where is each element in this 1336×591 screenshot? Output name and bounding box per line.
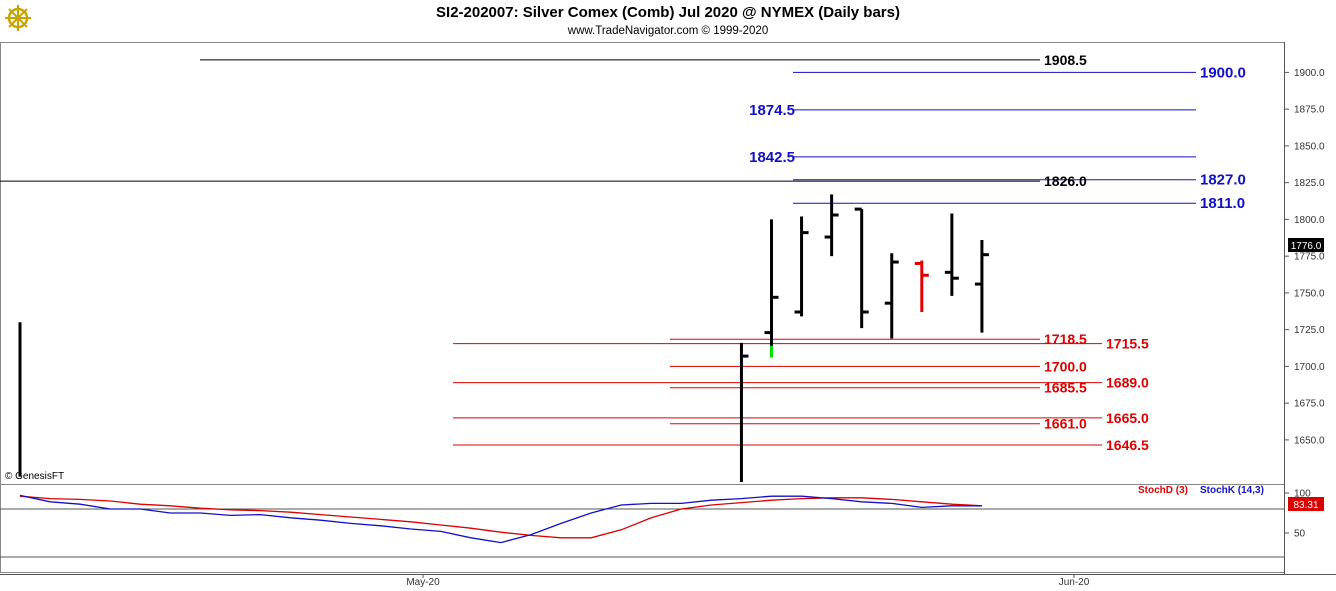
price-tick-label: 1825.0 [1294,178,1325,189]
level-label: 1700.0 [1044,358,1087,374]
price-tick-label: 1650.0 [1294,435,1325,446]
stoch-line [19,494,982,544]
level-label: 1661.0 [1044,416,1087,432]
price-tick-label: 1750.0 [1294,288,1325,299]
last-price-tag: 1776.0 [1288,238,1324,252]
price-axis: 1650.0 1675.0 1700.0 1725.0 1750.0 1775.0 1800… [1284,68,1325,446]
chart-subtitle: www.TradeNavigator.com © 1999-2020 [567,25,768,37]
stoch-tick-label: 50 [1294,529,1306,540]
price-tick-label: 1900.0 [1294,68,1325,79]
date-tick-label: May-20 [406,577,440,588]
stoch-last-label: 83.31 [1293,500,1318,511]
price-bars [18,194,989,482]
level-label: 1811.0 [1200,195,1245,212]
level-label: 1908.5 [1044,52,1087,68]
price-tick-label: 1700.0 [1294,362,1325,373]
level-label: 1715.5 [1106,336,1149,352]
level-lines: 1908.5 1900.0 1874.5 1842.5 1827.0 1826.0 1811… [0,52,1246,453]
date-tick-label: Jun-20 [1059,577,1090,588]
price-tick-label: 1850.0 [1294,141,1325,152]
price-tick-label: 1675.0 [1294,399,1325,410]
level-label: 1900.0 [1200,64,1246,81]
level-label: 1874.5 [749,102,795,119]
level-label: 1685.5 [1044,380,1087,396]
level-label: 1646.5 [1106,437,1149,453]
watermark: © GenesisFT [5,471,64,482]
last-price-label: 1776.0 [1291,241,1322,252]
level-label: 1718.5 [1044,331,1087,347]
date-axis: May-20 Jun-20 [406,574,1090,588]
stoch-line [19,495,982,539]
price-tick-label: 1775.0 [1294,252,1325,263]
stoch-panel-frame [0,484,1285,573]
stoch-last-tag: 83.31 [1288,497,1324,511]
stoch-d-legend: StochD (3) [1138,485,1188,496]
price-tick-label: 1725.0 [1294,325,1325,336]
level-label: 1842.5 [749,149,795,166]
stoch-tick-label: 100 [1294,489,1311,500]
level-label: 1827.0 [1200,172,1246,189]
level-label: 1665.0 [1106,410,1149,426]
price-tick-label: 1875.0 [1294,105,1325,116]
level-label: 1826.0 [1044,173,1087,189]
stoch-k-legend: StochK (14,3) [1200,485,1264,496]
level-label: 1689.0 [1106,375,1149,391]
chart-title: SI2-202007: Silver Comex (Comb) Jul 2020… [436,4,900,21]
stochastic-panel: 50 100 StochD (3) StochK (14,3) [0,485,1311,558]
price-tick-label: 1800.0 [1294,215,1325,226]
ship-wheel-icon [5,5,31,31]
